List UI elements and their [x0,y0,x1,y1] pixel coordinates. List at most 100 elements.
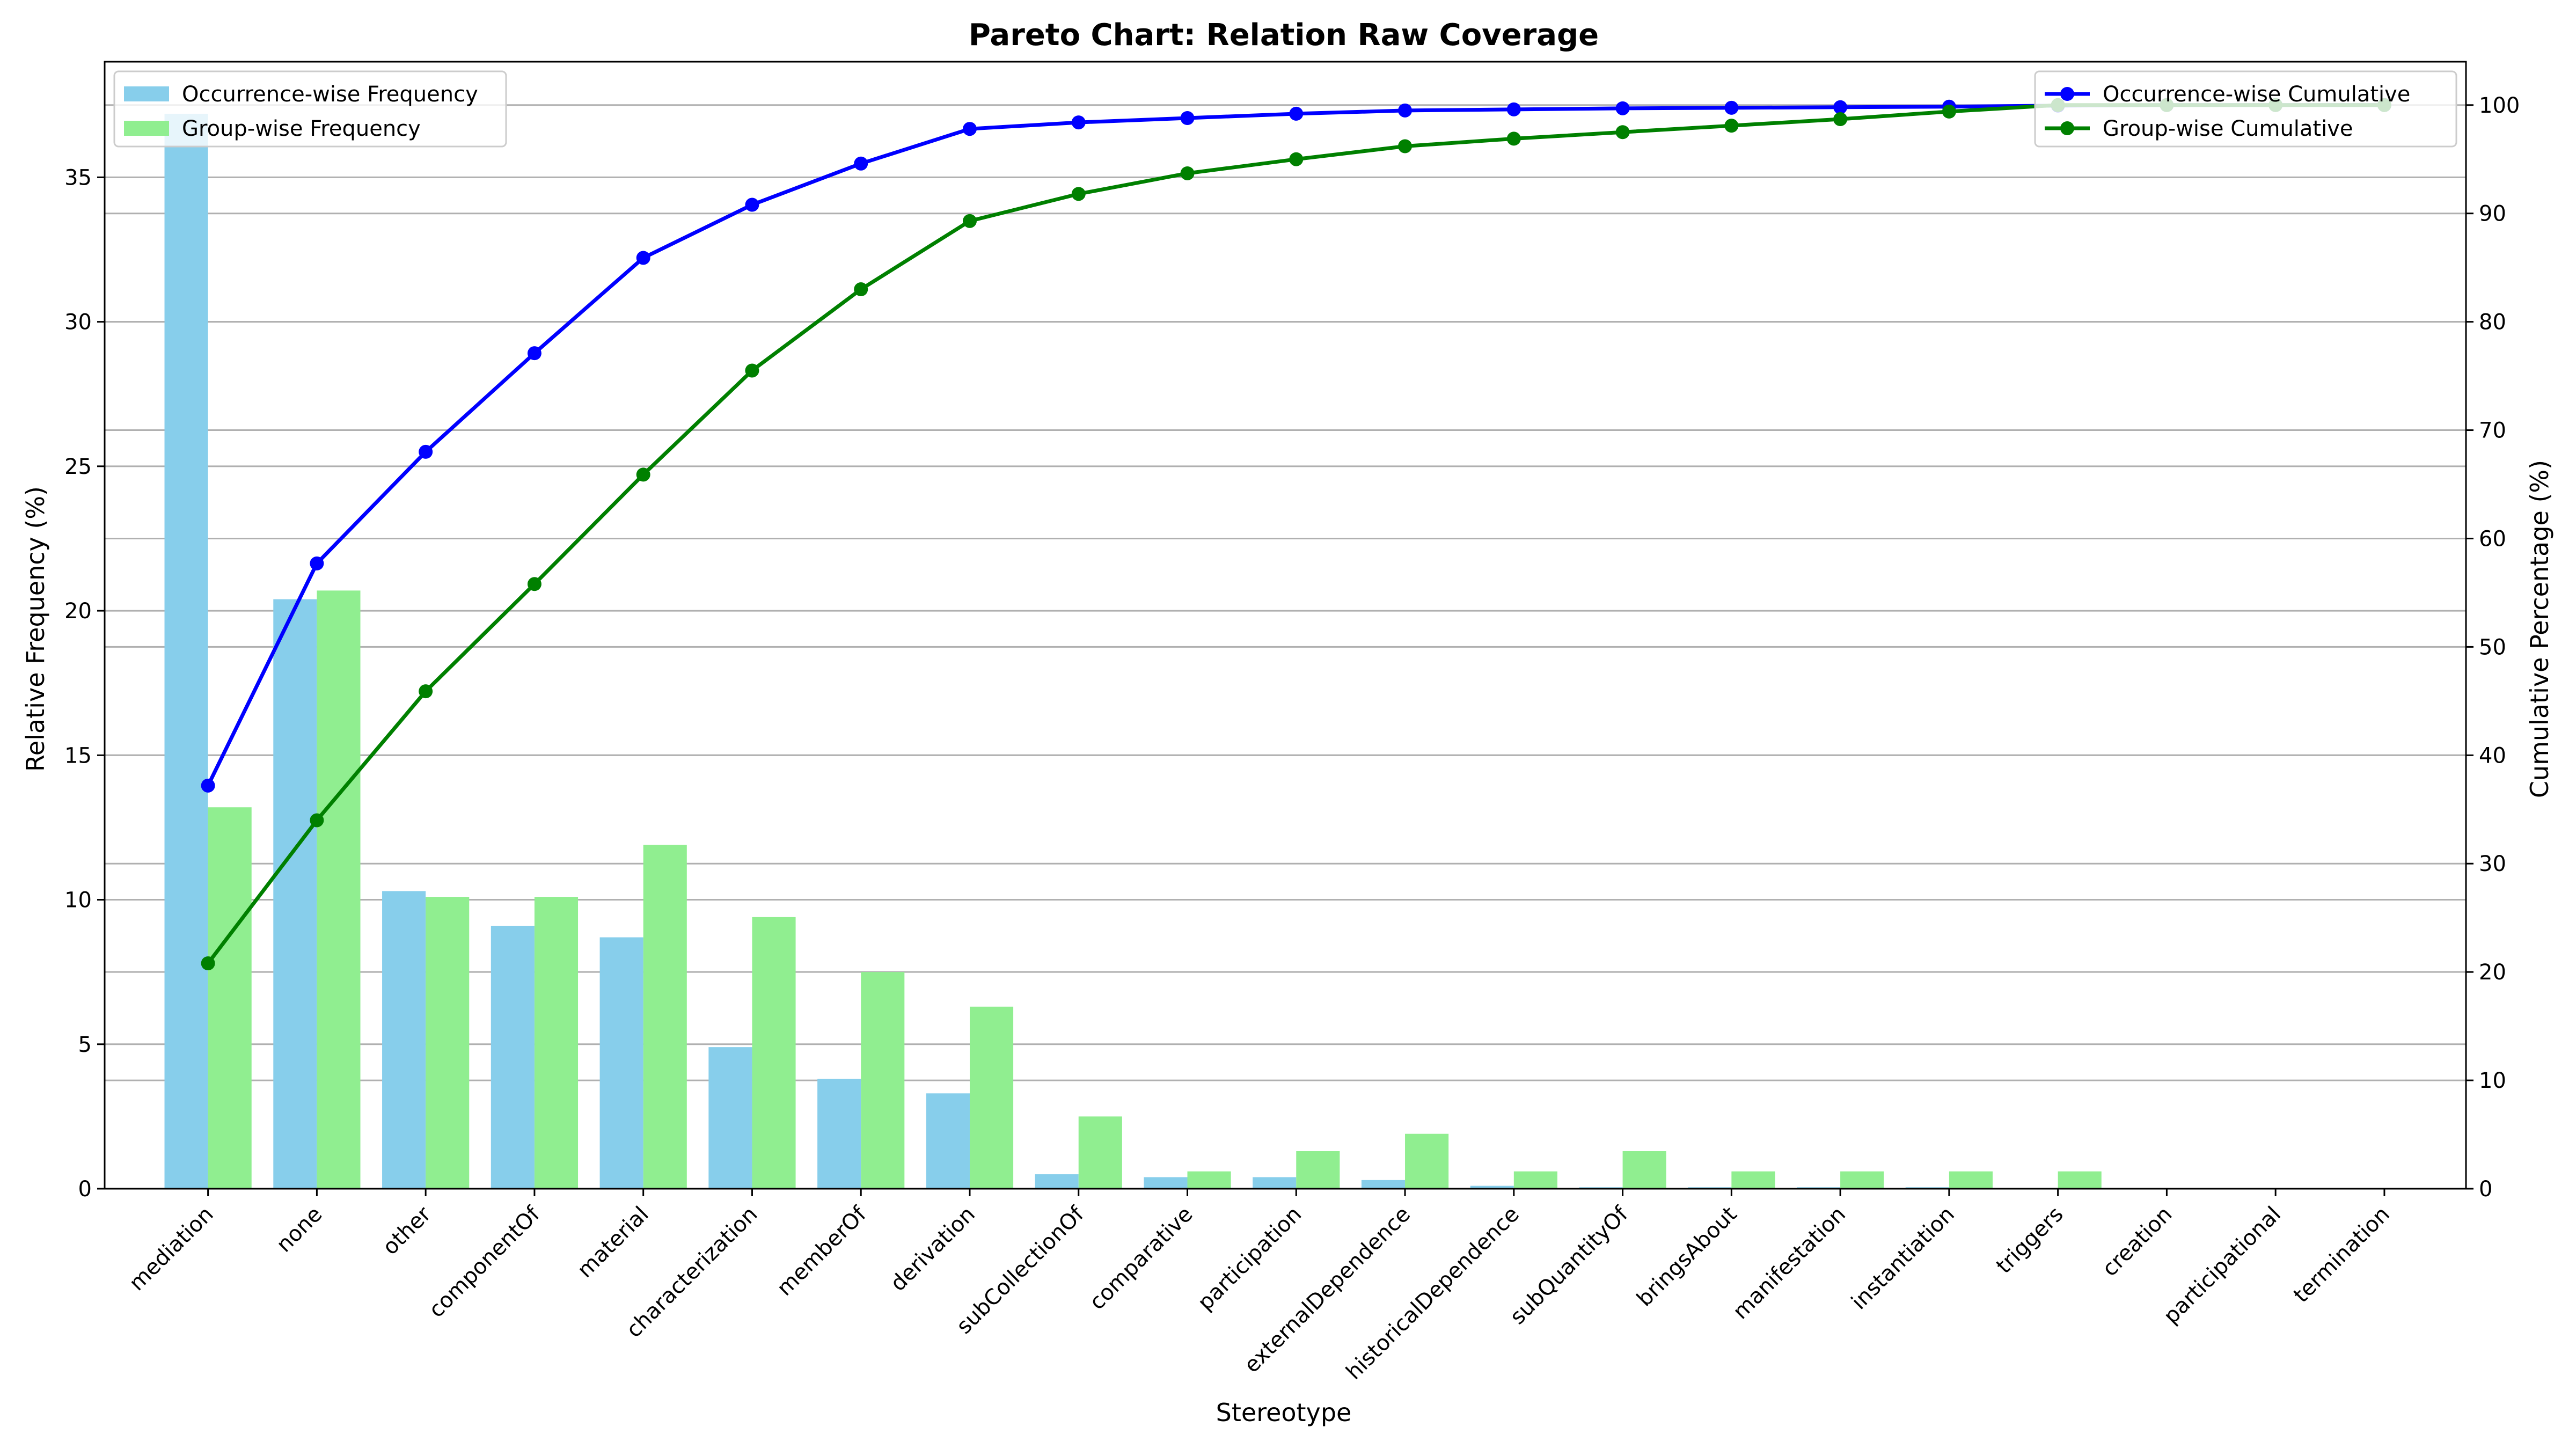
point-group-other [419,684,433,699]
point-occurrence-manifestation [1833,100,1848,114]
bar-group-manifestation [1840,1171,1884,1189]
bar-occurrence-mediation [164,113,208,1189]
x-tick-label-creation: creation [2097,1202,2177,1282]
point-group-bringsAbout [1724,119,1739,133]
x-tick-label-bringsAbout: bringsAbout [1632,1202,1741,1312]
point-group-externalDependence [1398,139,1413,153]
y2-tick-label: 0 [2479,1177,2492,1202]
point-group-mediation [201,956,215,970]
y2-tick-label: 80 [2479,310,2506,335]
y2-tick-label: 70 [2479,419,2506,443]
y2-tick-label: 50 [2479,635,2506,660]
y-tick-label: 25 [64,455,92,479]
point-occurrence-characterization [745,197,759,212]
bar-group-componentOf [534,897,579,1189]
bar-occurrence-externalDependence [1361,1180,1406,1189]
y2-tick-label: 90 [2479,202,2506,226]
legend-right-swatch-marker [2060,87,2074,101]
y-tick-label: 0 [78,1177,92,1202]
point-occurrence-componentOf [527,346,541,361]
point-occurrence-participation [1289,106,1304,121]
point-occurrence-none [310,556,324,570]
x-tick-label-comparative: comparative [1085,1202,1197,1315]
legends: Occurrence-wise Frequency Group-wise Freq… [113,70,2457,148]
plot-frame [104,61,2467,1190]
x-tick-label-memberOf: memberOf [772,1202,872,1301]
point-occurrence-derivation [962,122,977,136]
y2-tick-label: 30 [2479,852,2506,876]
bar-group-comparative [1187,1171,1231,1189]
point-group-comparative [1180,166,1195,180]
legend-left-swatch [124,86,169,101]
bar-group-characterization [752,917,796,1189]
legend-left-box [113,70,507,148]
y2-tick-label: 20 [2479,960,2506,985]
grid-lines [105,104,2466,1081]
bar-group-material [643,845,687,1189]
legend-left-entry: Group-wise Frequency [182,116,421,141]
point-group-instantiation [1942,104,1956,119]
y-axis-label: Relative Frequency (%) [21,486,50,772]
bar-occurrence-other [382,891,426,1189]
bar-group-other [426,897,470,1189]
legend-right-swatch-marker [2060,121,2074,135]
legend-right-box [2034,70,2457,148]
x-tick-label-subQuantityOf: subQuantityOf [1505,1202,1633,1329]
y-tick-label: 20 [64,599,92,624]
point-occurrence-historicalDependence [1506,102,1521,116]
bar-occurrence-comparative [1144,1177,1188,1189]
x-tick-label-manifestation: manifestation [1728,1202,1850,1324]
point-occurrence-subCollectionOf [1071,115,1086,130]
legend-right-entry: Occurrence-wise Cumulative [2103,82,2410,107]
bar-occurrence-memberOf [817,1079,861,1189]
bar-group-derivation [969,1006,1014,1189]
bar-group-subCollectionOf [1078,1116,1122,1189]
bar-series [164,113,2102,1189]
bar-occurrence-participation [1253,1177,1297,1189]
y2-axis-label: Cumulative Percentage (%) [2525,460,2554,798]
bar-occurrence-subCollectionOf [1035,1174,1079,1189]
bar-group-memberOf [861,972,905,1189]
legend-left-entry: Occurrence-wise Frequency [182,82,478,107]
point-group-memberOf [854,282,868,297]
y-tick-label: 10 [64,888,92,913]
point-group-historicalDependence [1506,131,1521,146]
chart-title: Pareto Chart: Relation Raw Coverage [969,18,1599,53]
y2-tick-label: 60 [2479,526,2506,551]
legend-right-entry: Group-wise Cumulative [2103,116,2353,141]
bar-occurrence-historicalDependence [1470,1185,1514,1189]
bar-group-participation [1296,1151,1340,1189]
x-axis-label: Stereotype [1216,1398,1352,1427]
line-group-cumulative [206,103,2384,965]
bar-group-subQuantityOf [1622,1151,1666,1189]
x-tick-label-termination: termination [2289,1202,2395,1308]
x-tick-label-other: other [378,1202,436,1260]
x-tick-label-mediation: mediation [125,1202,218,1296]
x-tick-label-participation: participation [1193,1202,1306,1315]
point-occurrence-mediation [201,778,215,793]
x-tick-label-instantiation: instantiation [1847,1202,1959,1315]
bar-group-none [317,590,361,1189]
x-tick-label-material: material [573,1202,654,1283]
bar-occurrence-derivation [926,1093,970,1189]
point-group-material [636,467,650,482]
point-group-subCollectionOf [1071,187,1086,201]
bar-occurrence-componentOf [491,926,535,1189]
x-tick-label-componentOf: componentOf [424,1202,545,1322]
axes [97,61,2473,1196]
point-occurrence-subQuantityOf [1615,101,1630,115]
bar-group-triggers [2058,1171,2102,1189]
bar-group-instantiation [1949,1171,1993,1189]
y-tick-label: 15 [64,743,92,768]
point-group-derivation [962,214,977,228]
y2-tick-label: 100 [2479,93,2520,118]
point-occurrence-bringsAbout [1724,100,1739,115]
point-occurrence-externalDependence [1398,103,1413,118]
x-tick-label-none: none [272,1202,327,1257]
bar-occurrence-material [599,937,643,1189]
x-tick-label-historicalDependence: historicalDependence [1342,1202,1524,1385]
line-series [201,98,2391,970]
line-occurrence-cumulative [206,103,2384,787]
y-tick-label: 5 [78,1033,92,1057]
